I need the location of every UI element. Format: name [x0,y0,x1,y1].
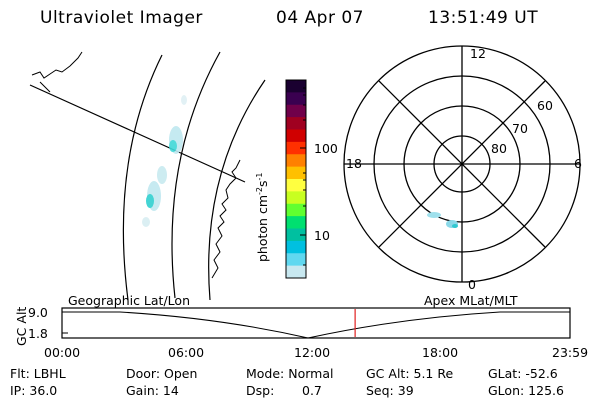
timeline-ylabel: GC Alt [14,306,29,346]
aurora-emission-polar [427,212,458,228]
mlt-label-12: 12 [470,46,486,61]
timeline-xtick: 12:00 [294,345,331,360]
seq-status: Seq: 39 [366,383,414,398]
colorbar-segment [286,191,306,205]
app-title: Ultraviolet Imager [40,8,203,28]
geo-grid-arc [122,54,163,301]
timeline-xtick: 23:59 [552,345,589,360]
geo-meridian-line [29,84,246,183]
mlat-label-70: 70 [512,121,528,136]
ip-status: IP: 36.0 [10,383,58,398]
date-label: 04 Apr 07 [276,8,364,28]
timeline-xtick: 06:00 [168,345,205,360]
coastline [31,51,83,93]
door-status: Door: Open [126,366,198,381]
aurora-emission [142,95,187,227]
colorbar-segment [286,179,306,192]
geo-map-label: Geographic Lat/Lon [68,293,190,308]
timeline-frame [61,307,571,339]
dsp-value: 0.7 [302,383,322,398]
colorbar-segment [286,141,306,155]
geo-grid-arc [171,51,221,299]
colorbar-segment [286,104,306,118]
colorbar-segment [286,166,306,180]
mlt-label-0: 0 [468,277,476,292]
colorbar-segment [286,203,306,217]
coastline [211,159,241,279]
colorbar-segment [286,216,306,229]
mlat-label-60: 60 [537,98,553,113]
timeline-ytick-top: 9.0 [28,305,48,320]
dsp-label: Dsp: [246,383,275,398]
colorbar-segment [286,129,306,143]
mlat-label-80: 80 [491,141,507,156]
colorbar-tick-100: 100 [314,141,338,156]
colorbar-segment [286,240,306,254]
time-label: 13:51:49 UT [428,8,539,28]
timeline-ticks [62,311,68,334]
gain-status: Gain: 14 [126,383,179,398]
geo-grid-arc [208,79,266,301]
altitude-curve [62,311,570,339]
colorbar-segment [286,154,306,168]
polar-axis [378,80,546,248]
colorbar-tick-10: 10 [314,228,330,243]
colorbar-segment [286,92,306,106]
polar-plot-label: Apex MLat/MLT [424,293,518,308]
filter-status: Flt: LBHL [10,366,66,381]
timeline-ytick-bottom: 1.8 [28,326,48,341]
colorbar-segment [286,117,306,130]
colorbar-segment [286,80,306,93]
colorbar-segment [286,253,306,267]
colorbar-segment [286,265,306,279]
mlt-label-18: 18 [346,156,362,171]
mlt-label-6: 6 [574,156,582,171]
colorbar-segment [286,228,306,242]
timeline-xtick: 18:00 [422,345,459,360]
glat-status: GLat: -52.6 [488,366,558,381]
gc-alt-status: GC Alt: 5.1 Re [366,366,454,381]
mode-status: Mode: Normal [246,366,334,381]
glon-status: GLon: 125.6 [488,383,564,398]
colorbar-frame [285,79,307,279]
timeline-xtick: 00:00 [44,345,81,360]
